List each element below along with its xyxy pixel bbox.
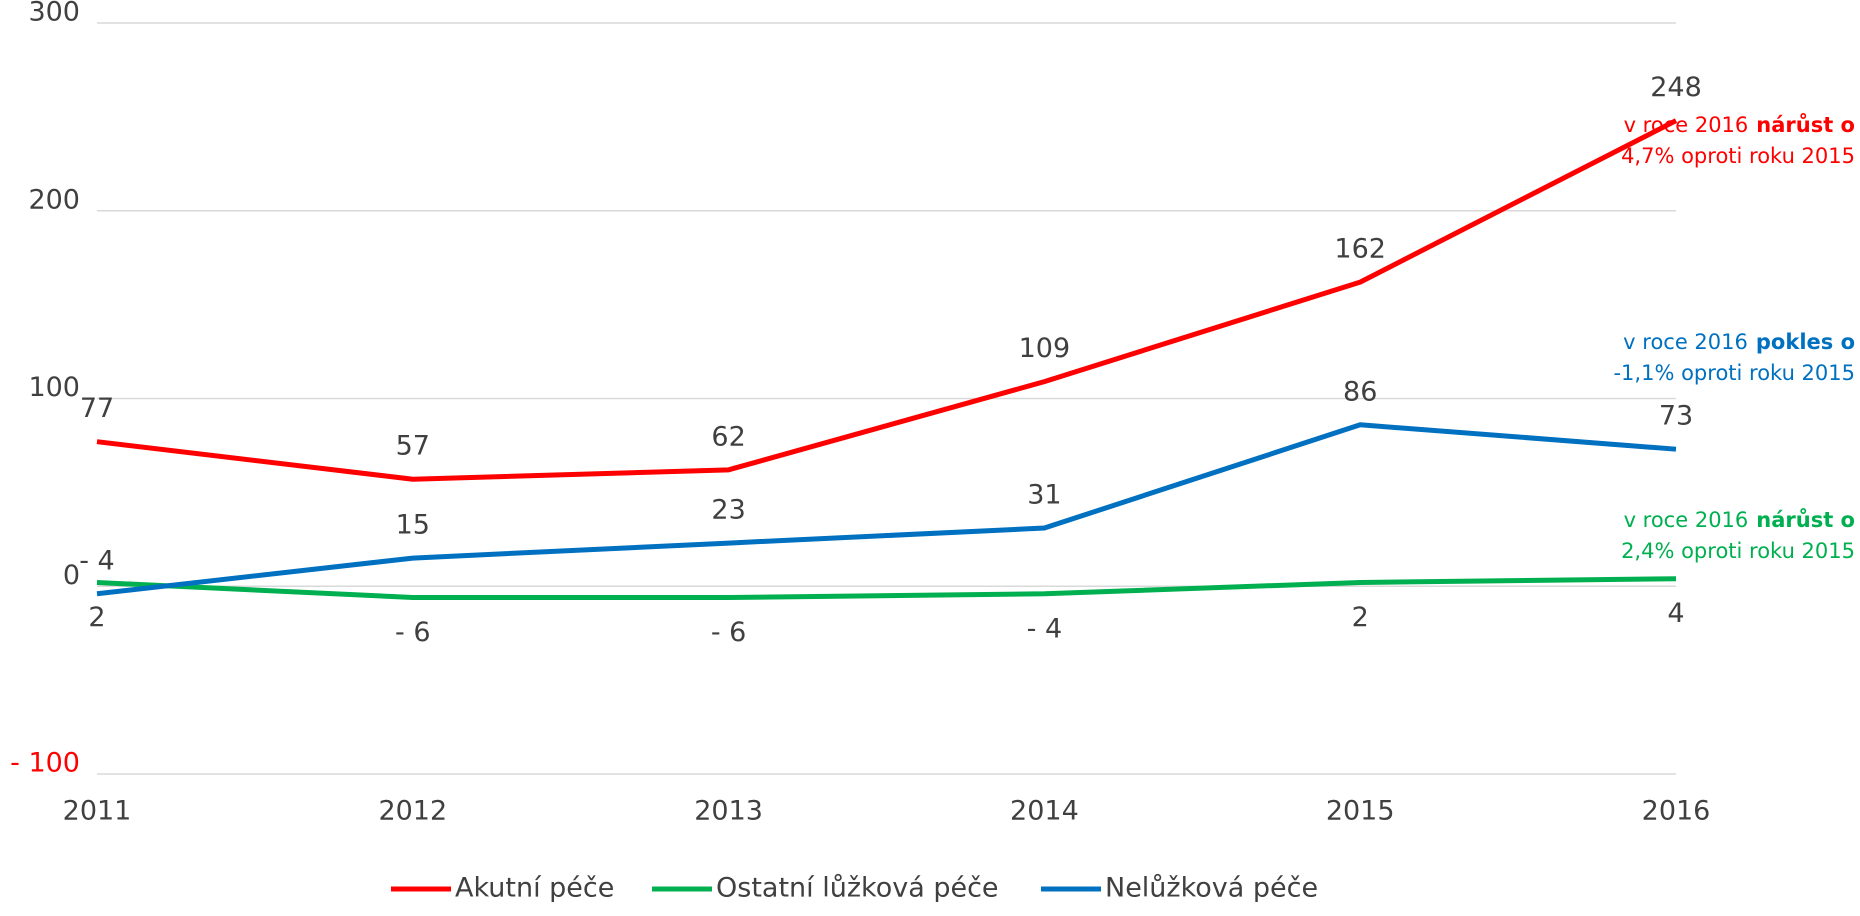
series-line bbox=[96, 576, 1677, 601]
data-label: 15 bbox=[396, 510, 430, 541]
x-tick-label: 2015 bbox=[1326, 796, 1395, 827]
x-tick-label: 2016 bbox=[1642, 796, 1711, 827]
data-label: 57 bbox=[396, 431, 430, 462]
data-label: 86 bbox=[1343, 376, 1377, 407]
y-tick-label: 100 bbox=[28, 372, 80, 403]
data-label: - 4 bbox=[79, 545, 115, 576]
series-line bbox=[96, 118, 1678, 482]
data-label: 62 bbox=[711, 421, 745, 452]
data-label: - 6 bbox=[711, 617, 747, 648]
annotation: v roce 2016 nárůst o bbox=[1624, 508, 1855, 532]
legend-label: Akutní péče bbox=[455, 873, 614, 904]
annotation: v roce 2016 nárůst o bbox=[1624, 113, 1855, 137]
annotation-bold: nárůst o bbox=[1756, 113, 1855, 137]
annotation-text: v roce 2016 bbox=[1624, 113, 1749, 137]
annotation: -1,1% oproti roku 2015 bbox=[1613, 361, 1855, 385]
data-label: 248 bbox=[1650, 72, 1702, 103]
annotation-bold: pokles o bbox=[1756, 330, 1855, 354]
annotation: 2,4% oproti roku 2015 bbox=[1621, 539, 1855, 563]
y-tick-label: - 100 bbox=[10, 748, 80, 779]
data-label: 4 bbox=[1667, 598, 1684, 629]
y-tick-label: 0 bbox=[63, 560, 80, 591]
y-tick-label: 200 bbox=[28, 184, 80, 215]
y-tick-label: 300 bbox=[28, 0, 80, 28]
x-tick-label: 2011 bbox=[63, 796, 132, 827]
legend-label: Ostatní lůžková péče bbox=[716, 873, 999, 904]
annotation-bold: nárůst o bbox=[1756, 508, 1855, 532]
data-label: - 4 bbox=[1027, 613, 1063, 644]
data-label: 162 bbox=[1334, 234, 1386, 265]
data-label: 77 bbox=[80, 393, 114, 424]
annotation: v roce 2016 pokles o bbox=[1623, 330, 1855, 354]
data-label: 23 bbox=[711, 495, 745, 526]
data-label: 2 bbox=[1352, 602, 1369, 633]
data-label: 73 bbox=[1659, 401, 1693, 432]
x-tick-label: 2012 bbox=[378, 796, 447, 827]
data-label: - 6 bbox=[395, 617, 431, 648]
x-tick-label: 2013 bbox=[694, 796, 763, 827]
annotation-text: v roce 2016 bbox=[1623, 330, 1748, 354]
legend-label: Nelůžková péče bbox=[1105, 873, 1318, 904]
data-label: 2 bbox=[88, 602, 105, 633]
series-line bbox=[96, 422, 1677, 597]
data-label: 109 bbox=[1019, 333, 1071, 364]
x-tick-label: 2014 bbox=[1010, 796, 1079, 827]
annotation-text: v roce 2016 bbox=[1624, 508, 1749, 532]
data-label: 31 bbox=[1027, 480, 1061, 511]
annotation: 4,7% oproti roku 2015 bbox=[1621, 144, 1855, 168]
